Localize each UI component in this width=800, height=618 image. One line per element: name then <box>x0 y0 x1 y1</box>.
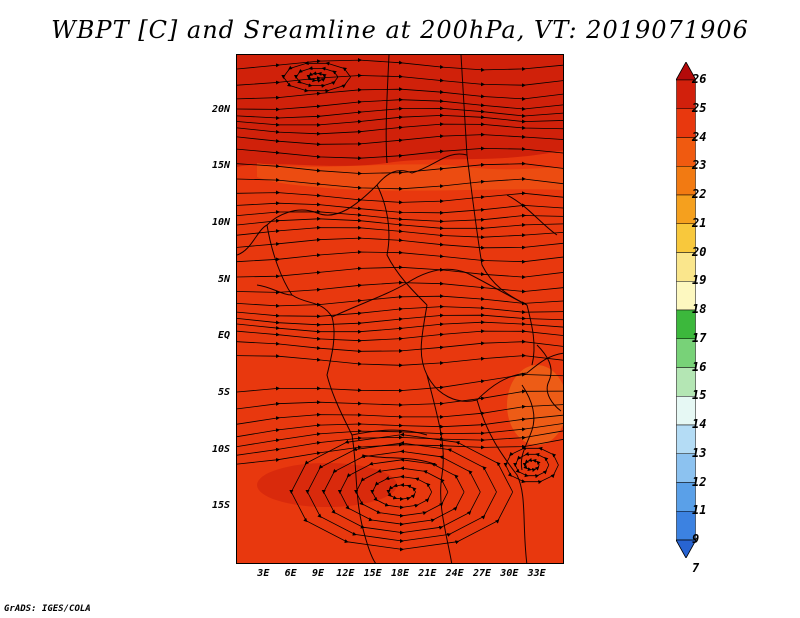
streamline <box>237 404 563 425</box>
lat-tick-label: 10S <box>211 443 230 455</box>
colorbar-level-label: 23 <box>692 158 707 173</box>
colorbar-level-label: 22 <box>692 187 707 201</box>
colorbar-level-label: 24 <box>692 129 707 144</box>
streamlines <box>237 58 563 552</box>
streamline <box>237 339 563 354</box>
colorbar-level-label: 12 <box>692 474 707 489</box>
colorbar-level-label: 26 <box>692 72 707 86</box>
lon-tick-label: 6E <box>284 568 297 579</box>
colorbar-level-label: 18 <box>692 302 707 316</box>
streamline <box>503 445 559 485</box>
map-panel <box>236 54 564 564</box>
colorbar-level-label: 25 <box>692 100 707 115</box>
streamline <box>237 353 563 368</box>
coastline-segment <box>526 304 535 366</box>
streamline <box>237 329 563 343</box>
streamline-map <box>237 55 563 563</box>
lat-tick-label: 15S <box>211 500 230 512</box>
field-dark-north <box>237 55 563 167</box>
colorbar-level-label: 20 <box>692 244 707 259</box>
lon-tick-label: 30E <box>500 568 519 579</box>
lon-tick-label: 9E <box>311 568 325 579</box>
colorbar-bottom-arrow <box>676 539 696 558</box>
colorbar-level-label: 16 <box>692 359 707 374</box>
footer-credit: GrADS: IGES/COLA <box>4 604 91 614</box>
lat-tick-label: EQ <box>217 330 230 342</box>
streamline <box>289 432 514 552</box>
streamline <box>237 250 563 264</box>
streamline <box>237 225 563 240</box>
colorbar-level-label: 11 <box>692 503 707 518</box>
colorbar-level-label: 17 <box>692 330 707 345</box>
lon-tick-label: 21E <box>418 568 437 579</box>
streamline <box>237 161 563 176</box>
colorbar-level-label: 15 <box>692 388 707 403</box>
colorbar-level-label: 9 <box>692 532 700 546</box>
streamline <box>281 61 351 93</box>
lat-tick-label: 10N <box>211 217 230 228</box>
streamline <box>237 132 563 147</box>
lat-tick-label: 20N <box>211 103 230 115</box>
colorbar-level-label: 21 <box>692 215 707 230</box>
lon-tick-label: 15E <box>363 568 382 579</box>
colorbar-level-label: 13 <box>692 445 707 460</box>
lat-tick-label: 15N <box>211 160 230 172</box>
lon-tick-label: 27E <box>472 568 492 579</box>
streamline <box>237 265 563 280</box>
lon-tick-label: 33E <box>527 568 546 579</box>
lon-tick-label: 24E <box>445 568 464 579</box>
streamline <box>237 236 563 250</box>
colorbar-level-label: 19 <box>692 273 707 288</box>
colorbar-level-label: 7 <box>692 560 700 575</box>
streamline <box>237 146 563 161</box>
lon-tick-label: 3E <box>257 568 270 579</box>
streamline <box>237 280 563 295</box>
lon-tick-label: 18E <box>390 568 410 579</box>
colorbar <box>676 62 696 558</box>
streamline <box>237 176 563 191</box>
colorbar-level-label: 14 <box>692 417 707 431</box>
lon-tick-label: 12E <box>336 568 355 579</box>
coastline-segment <box>536 344 562 412</box>
wbpt-field <box>237 55 563 563</box>
lat-tick-label: 5S <box>217 387 230 398</box>
lat-tick-label: 5N <box>217 273 230 285</box>
chart-title: WBPT [C] and Sreamline at 200hPa, VT: 20… <box>51 16 749 44</box>
